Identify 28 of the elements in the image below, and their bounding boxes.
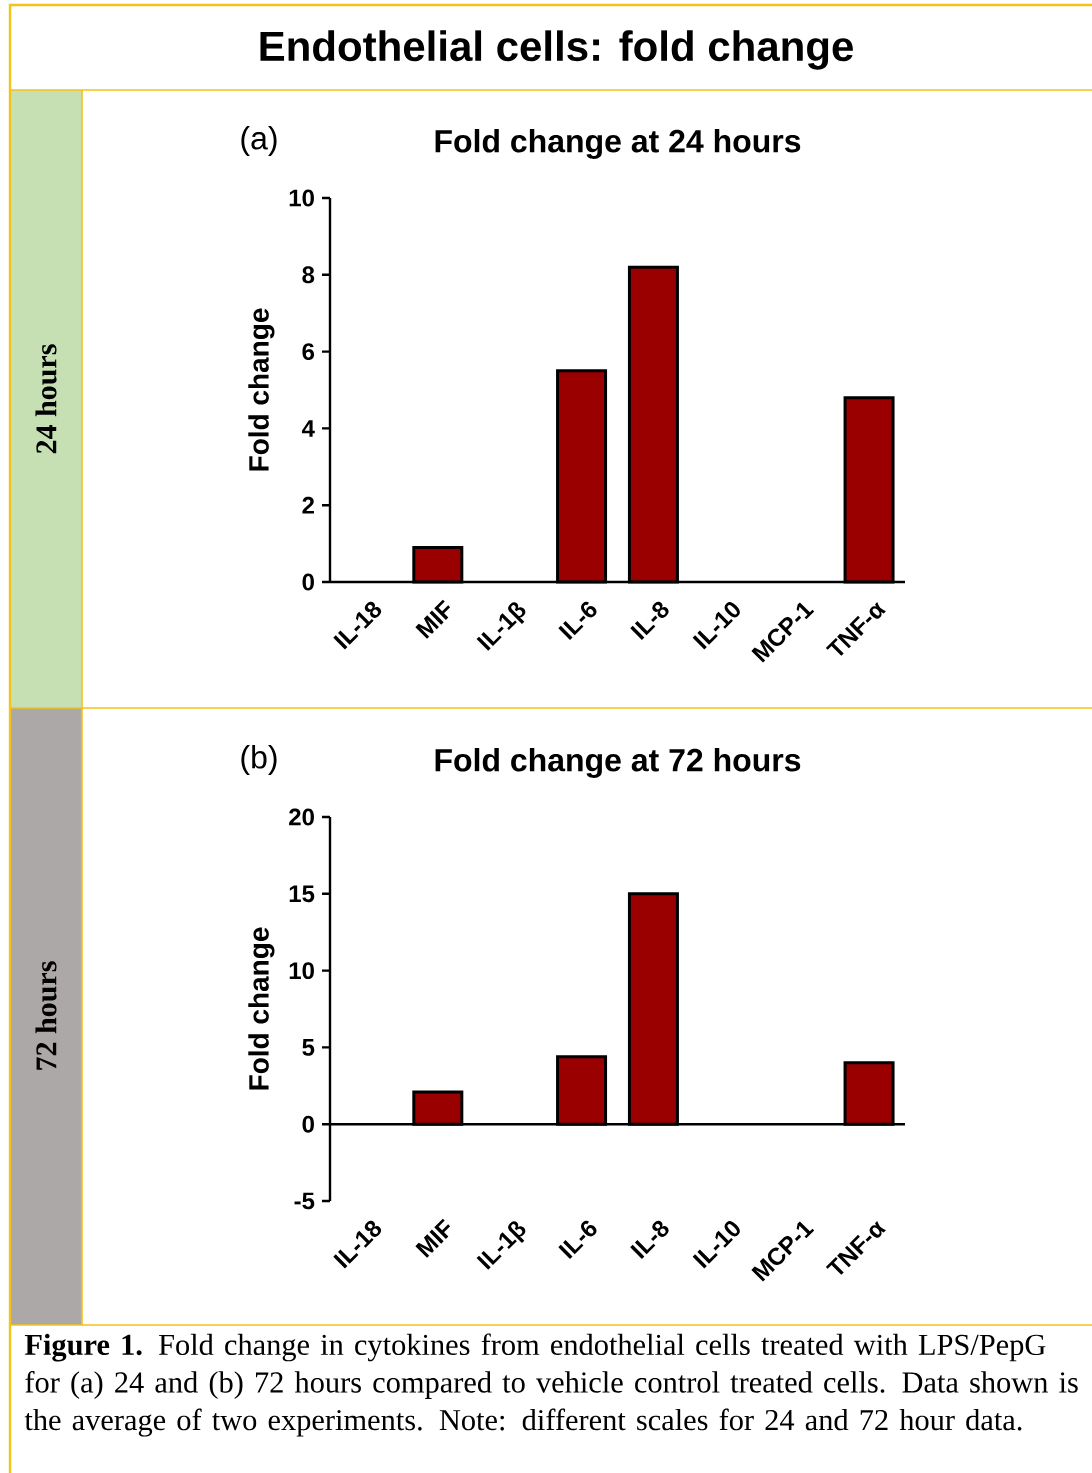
x-tick-label: MIF bbox=[415, 1218, 451, 1258]
text: 72 hours bbox=[35, 961, 57, 1070]
chart-title: Fold change at 72 hours bbox=[435, 747, 801, 778]
y-tick-label: -5 bbox=[294, 1192, 315, 1210]
y-tick-label: 0 bbox=[302, 1115, 314, 1133]
x-tick-label: MIF bbox=[415, 599, 451, 639]
chart-subtitle: (a) bbox=[241, 126, 277, 156]
chart-subtitle: (b) bbox=[241, 745, 277, 775]
x-tick-label: IL-6 bbox=[558, 601, 597, 640]
y-tick-label: 5 bbox=[302, 1039, 315, 1056]
y-tick-label: 6 bbox=[302, 343, 315, 361]
x-tick-label: IL-6 bbox=[558, 1220, 597, 1259]
chart-title: Fold change at 24 hours bbox=[435, 128, 801, 159]
y-tick-label: 20 bbox=[289, 808, 314, 826]
x-tick-label: IL-8 bbox=[630, 601, 669, 640]
text: Endothelial cells: fold change bbox=[260, 30, 853, 70]
text: 24 hours bbox=[35, 344, 57, 454]
y-tick-label: 0 bbox=[302, 573, 314, 591]
text: Figure 1. Fold change in cytokines from endothelial cells treated with LPS/PepG for (a) 24 and (b) 72 hours compared to vehicle control treated cells. Data shown is the average of two experiments. Note: different scales for 24 and 72 hour data. bbox=[24, 1333, 1078, 1437]
y-axis-title: Fold change bbox=[248, 308, 275, 471]
y-tick-label: 2 bbox=[302, 496, 314, 514]
y-tick-label: 10 bbox=[289, 189, 314, 207]
y-tick-label: 15 bbox=[289, 885, 315, 903]
y-tick-label: 10 bbox=[289, 962, 314, 980]
y-tick-label: 8 bbox=[302, 266, 315, 284]
x-tick-label: IL-8 bbox=[630, 1220, 669, 1259]
y-tick-label: 4 bbox=[301, 420, 315, 437]
y-axis-title: Fold change bbox=[248, 927, 275, 1090]
